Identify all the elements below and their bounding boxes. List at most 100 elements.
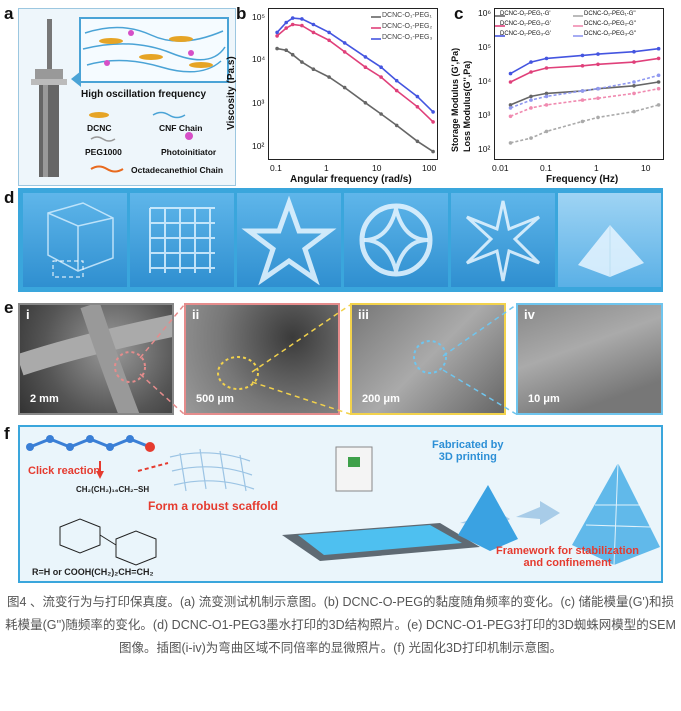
b-ytick: 10⁴ <box>252 54 266 64</box>
data-point <box>379 75 383 79</box>
c-ytick: 10³ <box>478 110 491 120</box>
series-line <box>510 104 659 144</box>
modulus-plot <box>495 15 661 145</box>
scaffold-label: Form a robust scaffold <box>148 499 279 513</box>
data-point <box>508 71 513 76</box>
data-point <box>284 20 288 25</box>
viscosity-plot <box>275 16 435 154</box>
printed-structures-photos <box>18 188 663 292</box>
click-reaction-label: Click reaction <box>28 465 101 477</box>
data-point <box>596 86 600 91</box>
legend-cnf: CNF Chain <box>159 123 203 133</box>
c-legend-6: DCNC-O₁-PEG₃-G'' <box>584 31 637 37</box>
data-point <box>327 30 331 35</box>
photo-star <box>237 193 341 287</box>
data-point <box>290 16 295 20</box>
data-point <box>529 98 533 102</box>
data-point <box>290 52 295 57</box>
scale-bar-i: 2 mm <box>30 393 59 405</box>
data-point <box>394 88 399 93</box>
data-point <box>529 60 533 64</box>
b-legend-1: DCNC-O₁-PEG₁ <box>382 12 432 19</box>
b-ytick: 10⁵ <box>252 12 265 22</box>
data-point <box>342 41 347 45</box>
data-point <box>300 23 304 28</box>
sem-image-iii: iii 200 μm <box>350 303 506 415</box>
c-ytick: 10² <box>478 144 491 154</box>
photo-six-point-star <box>451 193 555 287</box>
data-point <box>508 114 513 119</box>
scale-bar-ii: 500 μm <box>196 393 234 405</box>
thiol-formula: CH₂(CH₂)₁₆CH₂–SH <box>76 485 150 494</box>
sem-image-i: i 2 mm <box>18 303 174 415</box>
data-point <box>544 66 549 70</box>
data-point <box>379 112 383 116</box>
data-point <box>544 91 549 96</box>
data-point <box>596 62 600 67</box>
sem-label-ii: ii <box>192 307 200 322</box>
b-xtick: 10 <box>372 163 382 173</box>
data-point <box>311 22 316 27</box>
panel-b-label: b <box>236 4 247 23</box>
data-point <box>656 46 661 51</box>
data-point <box>529 94 533 99</box>
mechanism-illustration <box>26 435 660 566</box>
data-point <box>300 17 304 21</box>
legend-octadecanethiol: Octadecanethiol Chain <box>131 165 224 175</box>
data-point <box>327 75 331 79</box>
c-xtick: 0.01 <box>492 163 509 173</box>
data-point <box>596 52 600 56</box>
data-point <box>656 73 661 78</box>
data-point <box>632 91 636 96</box>
data-point <box>596 115 600 120</box>
data-point <box>284 26 288 30</box>
data-point <box>580 89 585 93</box>
b-legend-2: DCNC-O₁-PEG₂ <box>382 23 433 30</box>
data-point <box>415 94 420 99</box>
c-xlabel: Frequency (Hz) <box>546 174 619 185</box>
data-point <box>415 139 420 144</box>
legend-dcnc: DCNC <box>87 123 112 133</box>
data-point <box>508 141 513 145</box>
b-ytick: 10² <box>252 141 265 151</box>
data-point <box>275 34 279 38</box>
data-point <box>529 70 533 74</box>
data-point <box>580 98 585 102</box>
c-xtick: 1 <box>594 163 599 173</box>
data-point <box>508 103 513 107</box>
data-point <box>529 136 533 140</box>
data-point <box>275 46 279 51</box>
data-point <box>544 103 549 107</box>
data-point <box>632 80 636 84</box>
c-legend-1: DCNC-O₁-PEG₁-G' <box>500 11 551 17</box>
data-point <box>544 129 549 134</box>
data-point <box>363 65 368 69</box>
sem-label-i: i <box>26 307 30 322</box>
network-illustration <box>82 26 226 73</box>
data-point <box>580 119 585 124</box>
data-point <box>632 84 636 88</box>
rheometer-illustration <box>31 19 81 177</box>
data-point <box>394 78 399 83</box>
data-point <box>394 123 399 128</box>
data-point <box>415 105 420 109</box>
oscillation-inset <box>79 17 229 83</box>
data-point <box>275 30 279 35</box>
panel-d-label: d <box>4 188 15 207</box>
data-point <box>508 80 513 84</box>
data-point <box>596 96 600 100</box>
modulus-chart <box>494 8 664 160</box>
b-legend-3: DCNC-O₁-PEG₃ <box>382 34 433 41</box>
data-point <box>311 67 316 71</box>
data-point <box>342 85 347 90</box>
b-ylabel: Viscosity (Pa.s) <box>226 56 237 130</box>
series-line <box>276 17 434 113</box>
c-ylabel-loss: Loss Modulus(G'',Pa) <box>462 60 472 152</box>
data-point <box>632 109 636 114</box>
data-point <box>656 103 661 107</box>
data-point <box>529 106 533 110</box>
data-point <box>580 53 585 58</box>
data-point <box>290 22 295 27</box>
sem-image-iv: iv 10 μm <box>516 303 663 415</box>
c-ytick: 10⁶ <box>478 8 491 18</box>
